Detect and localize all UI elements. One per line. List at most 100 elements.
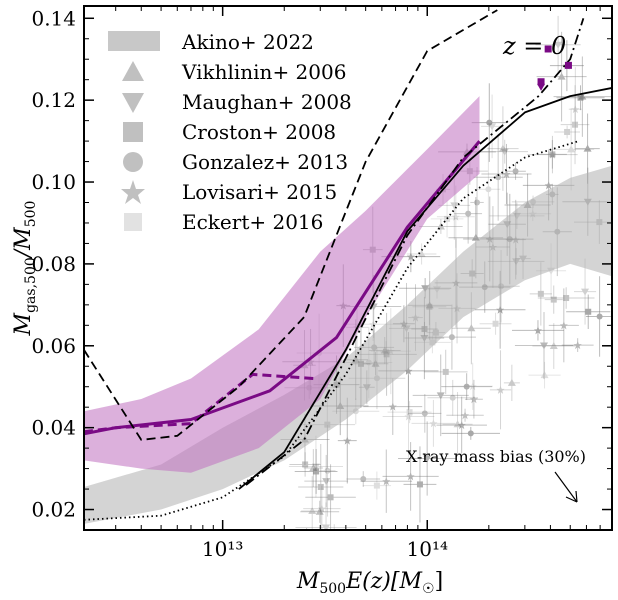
observation-point [304,454,349,508]
x-tick-label: 10¹⁴ [407,537,448,561]
observation-point [427,379,479,416]
legend-band-swatch [108,31,160,51]
square-small-icon [124,213,142,231]
observation-point [536,31,587,122]
observation-point [362,471,392,500]
observation-point [430,200,464,238]
observation-point [363,378,423,435]
observation-point [305,464,356,530]
legend-item: Vikhlinin+ 2006 [122,60,346,84]
observation-point [487,106,519,191]
observation-point [295,502,357,530]
observation-point [505,162,526,180]
observation-point [298,444,344,530]
shaded-bands [84,96,612,524]
legend-label: Maughan+ 2008 [182,90,352,114]
observation-point [568,67,582,152]
observation-point [573,258,597,325]
observation-point [548,288,579,363]
observation-point [560,85,590,165]
observation-point [387,401,432,424]
observation-point [537,140,567,169]
observation-point [479,312,512,335]
observation-point [442,392,473,457]
observation-point [537,287,595,309]
legend-label: Lovisari+ 2015 [182,180,337,204]
observation-point [288,435,344,498]
observation-point [544,285,563,314]
observation-point [554,125,580,139]
observation-point [481,139,529,164]
series-line-black-dashed [84,9,498,441]
observation-point [411,399,456,447]
observation-point [470,167,484,238]
observation-point [289,452,321,477]
triangle-down-icon [122,93,144,113]
x-tick-label: 10¹³ [202,537,243,561]
series-line-purple-dashed [84,372,315,434]
observation-point [528,361,561,389]
observation-point [454,183,483,244]
purple-square-marker [564,61,572,69]
star-icon [121,180,145,204]
legend-label: Eckert+ 2016 [182,210,323,234]
observation-point [441,373,493,401]
mass-bias-annotation: X-ray mass bias (30%) [406,447,586,466]
purple-triangle-marker [537,83,546,91]
observation-point [553,56,612,137]
legend-label: Gonzalez+ 2013 [182,150,348,174]
observation-point [476,147,501,232]
purple-markers [537,45,572,91]
observation-point [346,471,381,487]
observation-point [514,312,574,380]
purple-square-marker [537,78,545,86]
y-axis-label: Mgas,500/M500 [11,201,39,337]
observation-point [511,320,564,341]
observation-point [561,338,594,352]
observation-point [532,323,576,369]
observation-point [481,143,532,205]
observation-point [398,421,457,496]
observation-point [307,539,324,558]
square-icon [123,122,143,142]
y-tick-label: 0.14 [31,6,76,30]
legend-item: Eckert+ 2016 [124,210,323,234]
series-line-black-dashdot [245,18,585,486]
observation-point [503,364,520,401]
mass-bias-arrow [554,471,578,503]
y-tick-label: 0.10 [31,170,76,194]
observation-point [527,135,578,174]
legend-item: Maughan+ 2008 [122,90,352,114]
y-tick-label: 0.08 [31,252,76,276]
triangle-up-icon [122,61,144,81]
observation-point [548,108,595,191]
observation-point [300,500,340,523]
legend-item: Gonzalez+ 2013 [123,150,348,174]
model-lines [84,9,612,521]
observation-point [441,426,500,440]
observation-point [360,449,413,513]
observation-point [403,446,437,523]
observation-point [452,362,493,410]
series-line-black-solid [238,87,612,490]
observation-point [412,354,469,437]
observation-point [473,133,523,221]
y-tick-label: 0.12 [31,88,76,112]
plot-area [84,9,612,558]
y-tick-label: 0.06 [31,334,76,358]
observation-point [575,113,600,184]
observation-point [446,408,484,422]
legend-item: Croston+ 2008 [123,120,336,144]
observation-point [301,476,324,530]
observation-point [382,442,439,511]
tick-labels: 0.02 0.04 0.06 0.08 0.10 0.12 0.14 10¹³ 10¹⁴ [31,6,448,561]
legend-label: Akino+ 2022 [181,30,314,54]
legend-item: Lovisari+ 2015 [121,180,337,204]
observation-point [406,243,437,265]
observation-point [436,185,475,248]
observation-point [489,350,512,430]
legend-label: Croston+ 2008 [182,120,336,144]
legend-item: Akino+ 2022 [108,30,314,54]
observation-point [585,276,612,357]
observation-point [436,396,487,454]
